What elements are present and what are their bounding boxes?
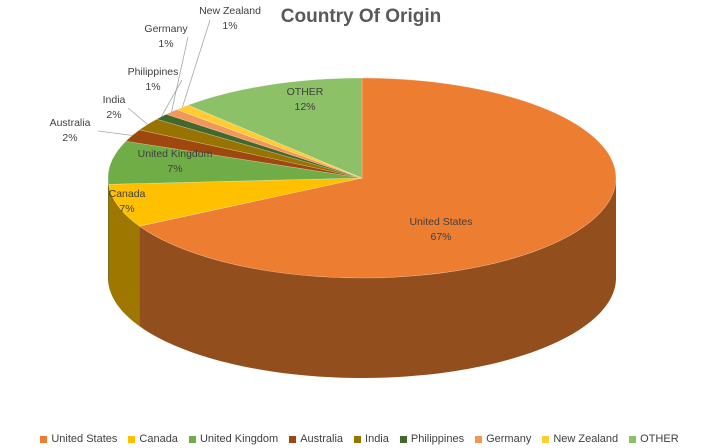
legend-label: Philippines: [410, 433, 465, 445]
legend-label: Australia: [300, 433, 344, 445]
data-label-value-canada: 7%: [119, 203, 134, 215]
data-label-value-india: 2%: [106, 109, 121, 121]
legend-item-australia: Australia: [289, 433, 343, 445]
legend-swatch: [629, 435, 637, 443]
data-label-name-india: India: [103, 94, 126, 106]
legend-swatch: [354, 435, 362, 443]
legend-item-india: India: [354, 433, 389, 445]
legend-label: India: [365, 433, 389, 445]
legend-label: New Zealand: [553, 433, 619, 445]
data-label-name-new-zealand: New Zealand: [199, 5, 261, 17]
data-label-value-philippines: 1%: [145, 81, 160, 93]
legend-swatch: [542, 435, 550, 443]
data-label-name-united-states: United States: [409, 216, 472, 228]
pie-slice-philippines: [155, 113, 363, 179]
legend-label: United States: [51, 433, 118, 445]
data-label-name-canada: Canada: [109, 188, 146, 200]
pie-slices: [107, 77, 617, 279]
legend-item-other: OTHER: [629, 433, 679, 445]
data-label-name-philippines: Philippines: [128, 66, 179, 78]
chart-title: Country Of Origin: [280, 6, 442, 27]
legend-item-philippines: Philippines: [399, 433, 465, 445]
leader-line-germany: [171, 36, 189, 112]
legend-swatch: [399, 435, 407, 443]
legend-swatch: [40, 435, 48, 443]
legend-item-canada: Canada: [128, 433, 178, 445]
legend-item-united-states: United States: [40, 433, 117, 445]
pie-slice-canada: [108, 177, 363, 227]
legend-label: Germany: [486, 433, 532, 445]
legend-label: OTHER: [640, 433, 679, 445]
legend-swatch: [289, 435, 297, 443]
leader-line-australia: [97, 130, 133, 136]
chart-legend: United States Canada United Kingdom Austral…: [0, 433, 719, 445]
pie-side-walls: [108, 178, 617, 378]
leader-line-philippines: [160, 79, 183, 117]
legend-item-united-kingdom: United Kingdom: [188, 433, 279, 445]
data-label-value-united-kingdom: 7%: [167, 163, 182, 175]
data-label-value-other: 12%: [294, 101, 315, 113]
data-label-name-other: OTHER: [287, 86, 324, 98]
data-label-value-new-zealand: 1%: [222, 20, 237, 32]
data-label-value-united-states: 67%: [430, 231, 451, 243]
pie-side-canada: [108, 184, 140, 327]
leader-line-india: [127, 107, 148, 125]
legend-item-new-zealand: New Zealand: [542, 433, 618, 445]
leader-line-new-zealand: [182, 19, 211, 108]
pie-slice-united-states: [138, 77, 617, 279]
legend-swatch: [128, 435, 136, 443]
pie-side-united-states: [139, 178, 617, 378]
data-label-name-germany: Germany: [144, 23, 188, 35]
legend-label: Canada: [139, 433, 178, 445]
data-label-name-united-kingdom: United Kingdom: [138, 148, 213, 160]
pie-slice-united-kingdom: [107, 140, 363, 185]
legend-label: United Kingdom: [199, 433, 279, 445]
legend-item-germany: Germany: [475, 433, 531, 445]
pie-slice-india: [138, 118, 363, 179]
legend-swatch: [475, 435, 483, 443]
pie-side-united-kingdom: [108, 178, 109, 285]
pie-slice-other: [187, 77, 363, 179]
data-label-value-germany: 1%: [158, 38, 173, 50]
pie-data-labels: United States 67% Canada 7% United Kingdom 7%…: [50, 5, 473, 243]
legend-swatch: [188, 435, 196, 443]
data-label-value-australia: 2%: [62, 132, 77, 144]
data-label-name-australia: Australia: [50, 117, 91, 129]
